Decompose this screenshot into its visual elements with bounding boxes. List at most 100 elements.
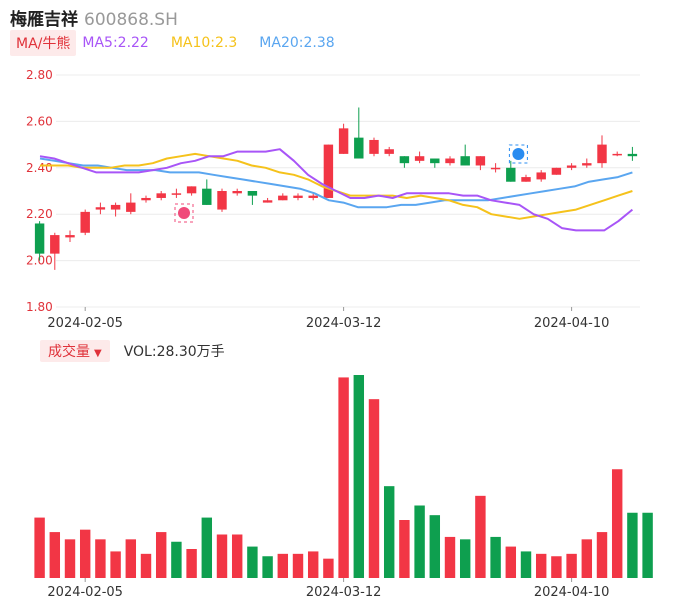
candle-body (338, 128, 349, 154)
volume-bar (277, 553, 289, 578)
candle (460, 144, 470, 166)
marker-frame (174, 203, 194, 223)
candle-body (80, 211, 90, 233)
bull-marker-icon (174, 203, 194, 223)
volume-bar (475, 495, 486, 578)
volume-bar (79, 529, 91, 578)
candle (217, 188, 227, 212)
volume-bar (155, 532, 167, 578)
volume-bar (429, 515, 441, 578)
volume-bar (444, 536, 456, 578)
candle-body (65, 235, 75, 238)
y-tick-label: 2.60 (26, 114, 53, 128)
volume-bar (611, 469, 623, 578)
volume-legend: 成交量 ▼ VOL:28.30万手 (40, 340, 225, 362)
x-tick-label: 2024-02-05 (47, 585, 123, 600)
candle (399, 156, 410, 168)
candle (612, 151, 622, 157)
candle (65, 230, 75, 243)
candle (490, 163, 501, 173)
volume-bar (110, 551, 121, 578)
candle-body (475, 156, 486, 166)
candle-body (202, 188, 212, 205)
candle-body (308, 195, 318, 198)
candle-body (582, 163, 592, 166)
candle-body (34, 223, 45, 254)
ma10-label: MA10:2.3 (170, 35, 238, 51)
volume-bar (399, 520, 410, 578)
volume-bar (642, 512, 653, 578)
ma5-line (39, 148, 634, 232)
candle-body (490, 167, 501, 170)
candle-body (414, 156, 425, 161)
volume-bar (368, 399, 380, 578)
candle-body (521, 177, 531, 182)
volume-bar (551, 556, 562, 578)
ma-legend: MA/牛熊 MA5:2.22 MA10:2.3 MA20:2.38 (10, 30, 357, 56)
stock-name: 梅雁吉祥 (10, 10, 78, 30)
volume-bar (353, 375, 365, 578)
candle-body (536, 172, 546, 180)
candle (110, 202, 121, 217)
volume-bar (566, 553, 577, 578)
candle-body (278, 195, 288, 201)
x-tick-label: 2024-03-12 (306, 585, 382, 600)
x-tick-label: 2024-02-05 (47, 316, 123, 331)
marker-dot (512, 148, 525, 160)
stock-code: 600868.SH (84, 10, 178, 30)
candle (202, 179, 212, 205)
volume-bar (323, 558, 334, 578)
volume-indicator-dropdown[interactable]: 成交量 ▼ (40, 340, 110, 362)
volume-bar (34, 517, 45, 578)
candle (80, 209, 90, 236)
stock-title: 梅雁吉祥 600868.SH (10, 5, 178, 30)
volume-bar (520, 551, 532, 578)
x-tick-label: 2024-03-12 (306, 316, 382, 331)
candle-body (293, 195, 303, 198)
y-tick-label: 1.80 (26, 300, 53, 314)
candle-body (156, 193, 166, 198)
volume-value: VOL:28.30万手 (123, 344, 225, 360)
ma-mode-toggle[interactable]: MA/牛熊 (10, 30, 77, 56)
candle (536, 170, 546, 182)
candle-body (460, 156, 470, 166)
volume-bar (216, 534, 228, 578)
volume-bar (414, 505, 425, 578)
candle-body (399, 156, 410, 164)
volume-bar (64, 539, 76, 578)
ma20-line (39, 157, 633, 209)
volume-bar (505, 546, 517, 578)
candle-body (262, 200, 273, 203)
candle (551, 167, 562, 175)
candle (475, 156, 486, 171)
volume-bar (292, 553, 304, 578)
marker-dot (178, 207, 190, 219)
candlestick-series (34, 107, 638, 270)
candle-body (217, 191, 227, 210)
candle (338, 123, 349, 154)
volume-bar (596, 532, 608, 578)
candle (506, 160, 516, 182)
candle (126, 193, 136, 215)
y-tick-label: 2.40 (26, 161, 53, 175)
moving-average-lines (39, 148, 634, 232)
candle-body (110, 204, 121, 210)
y-tick-label: 2.20 (26, 207, 53, 221)
candle (369, 137, 379, 157)
candle (354, 107, 364, 159)
volume-bar (627, 512, 638, 578)
volume-bar (140, 553, 152, 578)
candle (597, 135, 607, 168)
candle (232, 188, 242, 196)
candle (293, 193, 303, 201)
x-tick-label: 2024-04-10 (534, 585, 610, 600)
volume-bar (171, 541, 182, 578)
candle (141, 195, 151, 203)
ma20-label: MA20:2.38 (259, 35, 335, 51)
candle (627, 146, 638, 161)
candle-body (186, 186, 197, 194)
candle-body (566, 165, 577, 168)
candle-body (171, 193, 182, 195)
candle (582, 158, 592, 168)
